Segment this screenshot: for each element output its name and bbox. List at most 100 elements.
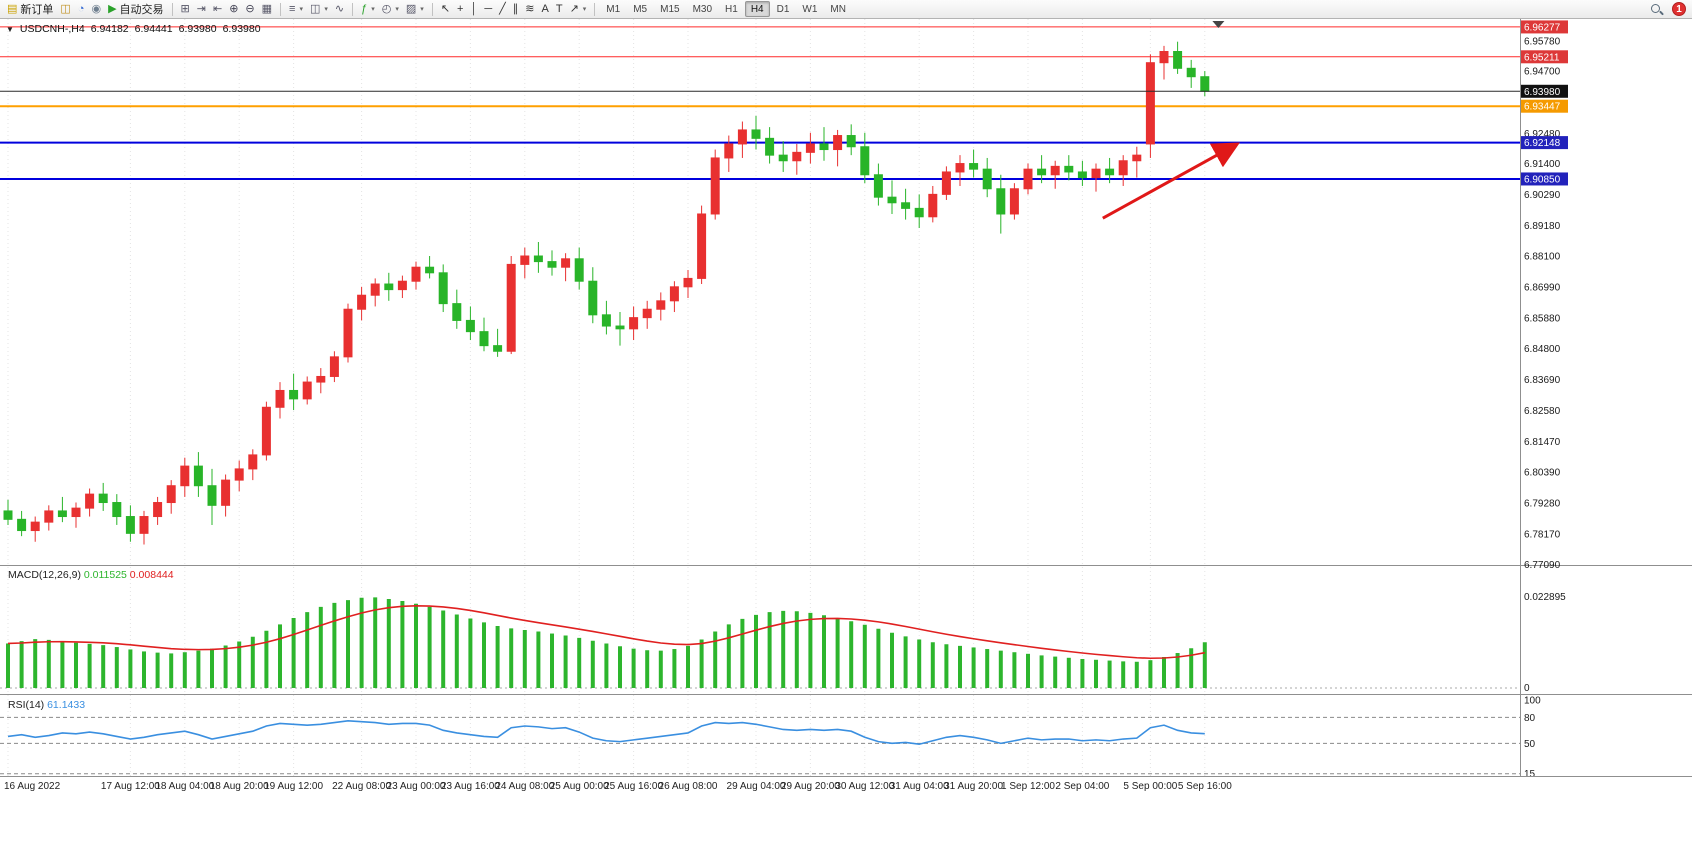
autotrade-button[interactable]: ▶ 自动交易 <box>105 1 166 18</box>
time-tick-label: 18 Aug 20:00 <box>210 781 269 792</box>
candle-body <box>1159 50 1169 64</box>
candle-body <box>71 507 81 518</box>
timeframe-m15[interactable]: M15 <box>660 3 680 15</box>
text-button[interactable]: A <box>538 1 551 18</box>
chart-windows-button[interactable]: ◫ <box>57 1 73 18</box>
macd-signal-line <box>7 605 1205 660</box>
candle-body <box>520 255 530 265</box>
rsi-level-label: 50 <box>1524 739 1536 750</box>
horizontal-line-button[interactable]: ─ <box>481 1 495 18</box>
candle-body <box>425 266 435 274</box>
price-badge-label: 6.90850 <box>1524 174 1561 185</box>
price-tick-label: 6.89180 <box>1524 221 1561 232</box>
candle-body <box>629 317 639 330</box>
candle-body <box>1077 171 1087 179</box>
price-badge <box>1521 84 1568 98</box>
timeframe-h4[interactable]: H4 <box>744 1 770 17</box>
candle-body <box>1009 188 1019 215</box>
timeframe-m30[interactable]: M30 <box>692 3 713 15</box>
trendline-button[interactable]: ╱ <box>496 1 509 18</box>
candle-body <box>166 485 176 504</box>
ohlc-low: 6.93980 <box>178 23 217 35</box>
toolbar-separator <box>171 2 173 16</box>
tile-windows-button[interactable]: ▦ <box>259 1 275 18</box>
candle-body <box>805 143 815 153</box>
candles-layer <box>3 41 1210 545</box>
zoom-out-button[interactable]: ⊖ <box>242 1 257 18</box>
toolbar-items: ▤ 新订单 ◫ ◔ ◉ ▶ 自动交易 ⊞ ⇥ ⇤ ⊕ ⊖ ▦ ≡ ▾ ◫ ▾ ∿ ƒ ▾ ◴ ▾ ▨ ▾ ↖ + │ ─ ╱ ∥ ≋ A T ↗ ▾ <box>4 1 599 18</box>
candle-body <box>1050 165 1060 176</box>
candle-body <box>261 406 271 456</box>
time-tick-label: 26 Aug 08:00 <box>659 781 718 792</box>
time-tick-label: 5 Sep 00:00 <box>1123 781 1177 792</box>
periods-button[interactable]: ◴ ▾ <box>379 1 402 18</box>
chevron-down-icon: ▾ <box>395 6 399 13</box>
candle-body <box>153 502 163 518</box>
chart-windows-icon: ◫ <box>60 2 71 15</box>
collapse-chart-icon[interactable]: ▼ <box>6 24 14 34</box>
candle-body <box>98 493 108 504</box>
chart-shift-button[interactable]: ⇤ <box>210 1 225 18</box>
toolbar-separator <box>280 2 282 16</box>
chevron-down-icon: ▾ <box>371 6 375 13</box>
templates-button[interactable]: ▨ ▾ <box>403 1 427 18</box>
arrows-icon: ↗ <box>569 2 579 15</box>
channel-button[interactable]: ∥ <box>510 1 522 18</box>
ohlc-high: 6.94441 <box>134 23 173 35</box>
price-tick-label: 6.79280 <box>1524 499 1561 510</box>
candle-body <box>1091 168 1101 179</box>
timeframe-h1[interactable]: H1 <box>725 3 738 15</box>
rsi-level-label: 80 <box>1524 713 1536 724</box>
candle-body <box>588 280 598 316</box>
timeframe-m1[interactable]: M1 <box>606 3 621 15</box>
arrows-button[interactable]: ↗ ▾ <box>567 1 590 18</box>
time-tick-label: 31 Aug 04:00 <box>890 781 949 792</box>
panel-separators[interactable] <box>0 19 1692 777</box>
new-order-button[interactable]: ▤ 新订单 <box>4 1 56 18</box>
timeframe-mn[interactable]: MN <box>830 3 846 15</box>
sounds-button[interactable]: ◉ <box>88 1 104 18</box>
bar-chart-button[interactable]: ≡ ▾ <box>286 1 306 18</box>
auto-scroll-button[interactable]: ⇥ <box>194 1 209 18</box>
price-badge <box>1521 136 1568 150</box>
horizontal-lines[interactable] <box>0 26 1520 180</box>
search-icon[interactable] <box>1649 2 1664 17</box>
toolbar: ▤ 新订单 ◫ ◔ ◉ ▶ 自动交易 ⊞ ⇥ ⇤ ⊕ ⊖ ▦ ≡ ▾ ◫ ▾ ∿ ƒ ▾ ◴ ▾ ▨ ▾ ↖ + │ ─ ╱ ∥ ≋ A T ↗ ▾… <box>0 0 1692 19</box>
chevron-down-icon: ▾ <box>420 6 424 13</box>
crosshair-button[interactable]: + <box>454 1 466 18</box>
candle-body <box>438 272 448 305</box>
candle-body <box>724 143 734 159</box>
candle-body <box>112 502 122 518</box>
zoom-in-button[interactable]: ⊕ <box>226 1 241 18</box>
cursor-button[interactable]: ↖ <box>438 1 453 18</box>
trend-arrow[interactable] <box>1102 142 1240 220</box>
profiles-button[interactable]: ◔ <box>75 1 88 18</box>
candle-body <box>180 465 190 487</box>
time-tick-label: 19 Aug 12:00 <box>264 781 323 792</box>
candle-body <box>615 325 625 330</box>
timeframe-d1[interactable]: D1 <box>776 3 790 15</box>
candle-body <box>1145 62 1155 145</box>
new-chart-button[interactable]: ⊞ <box>178 1 193 18</box>
candle-body <box>357 294 367 310</box>
time-tick-label: 22 Aug 08:00 <box>332 781 391 792</box>
label-button[interactable]: T <box>553 1 566 18</box>
candlestick-chart-button[interactable]: ◫ ▾ <box>307 1 331 18</box>
time-tick-label: 25 Aug 00:00 <box>550 781 609 792</box>
candle-body <box>139 516 149 534</box>
candle-body <box>506 263 516 352</box>
fibonacci-button[interactable]: ≋ <box>522 1 537 18</box>
timeframe-m5[interactable]: M5 <box>633 3 648 15</box>
autotrade-icon: ▶ <box>108 2 117 15</box>
vertical-line-button[interactable]: │ <box>467 1 480 18</box>
line-chart-icon: ∿ <box>334 2 345 15</box>
candle-body <box>370 283 380 296</box>
indicators-button[interactable]: ƒ ▾ <box>358 1 378 18</box>
time-tick-label: 31 Aug 20:00 <box>944 781 1003 792</box>
chart-shift-marker[interactable] <box>1212 21 1225 28</box>
notification-badge[interactable]: 1 <box>1672 2 1686 16</box>
candle-body <box>656 300 666 310</box>
line-chart-button[interactable]: ∿ <box>332 1 347 18</box>
timeframe-w1[interactable]: W1 <box>802 3 818 15</box>
